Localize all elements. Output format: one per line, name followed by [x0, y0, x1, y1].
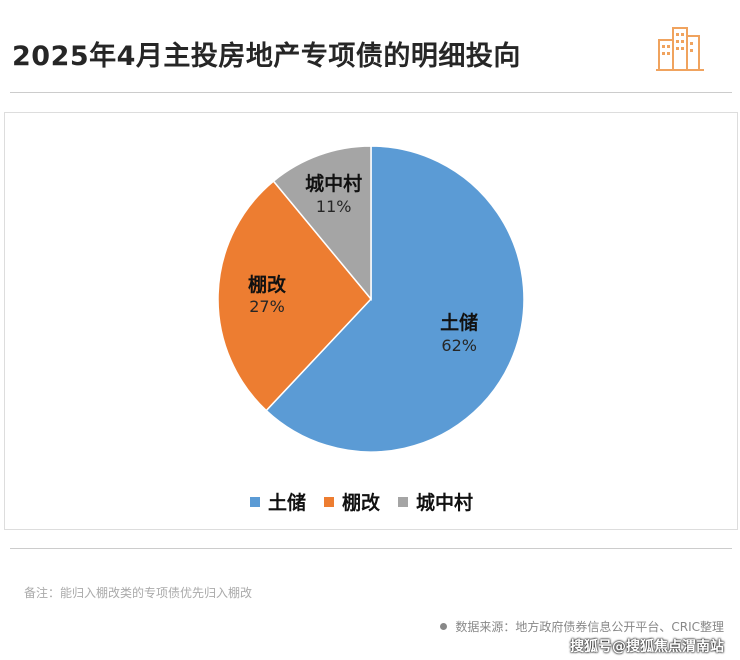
pie-slice-0 — [265, 145, 525, 453]
legend-swatch-1 — [324, 496, 335, 507]
slice-label-2: 城中村 11% — [305, 173, 362, 217]
legend-label-0: 土储 — [268, 492, 307, 514]
data-source: 数据来源：地方政府债券信息公开平台、CRIC整理 — [440, 618, 724, 635]
slice-name-1: 棚改 — [247, 273, 287, 296]
watermark-text: 搜狐号@搜狐焦点渭南站 — [570, 639, 724, 655]
slice-percent-1: 27% — [249, 297, 285, 317]
slice-label-1: 棚改 27% — [248, 274, 286, 318]
bullet-icon — [440, 623, 448, 630]
building-logo-icon — [656, 27, 704, 71]
legend-item-1: 棚改 — [324, 488, 380, 515]
slice-label-0: 土储 62% — [440, 312, 478, 356]
legend-label-2: 城中村 — [416, 492, 474, 514]
page-title: 2025年4月主投房地产专项债的明细投向 — [12, 41, 521, 72]
footnote: 备注：能归入棚改类的专项债优先归入棚改 — [24, 586, 253, 600]
legend-swatch-0 — [250, 496, 260, 507]
legend-item-2: 城中村 — [398, 488, 473, 515]
slice-name-0: 土储 — [440, 311, 479, 334]
pie-slice-2 — [272, 145, 372, 302]
legend-label-1: 棚改 — [342, 492, 381, 514]
chart-panel: 土储 62% 棚改 27% 城中村 11% — [4, 112, 738, 530]
pie-slice-1 — [217, 180, 372, 412]
header-divider — [10, 92, 732, 93]
slice-percent-2: 11% — [315, 197, 352, 217]
legend-item-0: 土储 — [250, 488, 306, 515]
slice-name-2: 城中村 — [305, 173, 363, 196]
legend-swatch-2 — [398, 496, 409, 507]
data-source-text: 数据来源：地方政府债券信息公开平台、CRIC整理 — [455, 620, 724, 634]
footer-divider — [10, 548, 732, 549]
chart-legend: 土储 棚改 城中村 — [250, 488, 491, 515]
pie-chart — [217, 145, 525, 453]
slice-percent-0: 62% — [441, 335, 477, 355]
